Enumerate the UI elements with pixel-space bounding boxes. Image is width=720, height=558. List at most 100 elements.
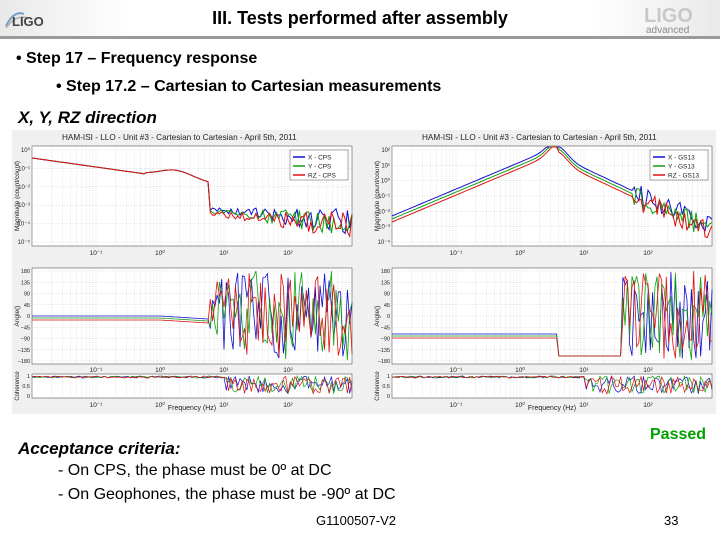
chart1-coh-tick-label: 0 bbox=[27, 394, 30, 400]
chart2-x-tick-label: 10² bbox=[643, 402, 653, 409]
chart1-mag-tick-label: 10⁻² bbox=[18, 185, 30, 191]
chart1-coherence-panel bbox=[31, 373, 353, 399]
chart1-ylabel-coherence: Coherence bbox=[15, 371, 21, 401]
chart1-legend-entry: Y - CPS bbox=[308, 164, 332, 171]
chart1-x-tick-label: 10² bbox=[283, 367, 293, 374]
advanced-ligo-logo-big: LIGO bbox=[644, 5, 693, 27]
chart2-phase-trace-3 bbox=[392, 271, 713, 359]
chart2-coherence-panel bbox=[391, 373, 713, 399]
chart1-x-tick-label: 10¹ bbox=[219, 250, 229, 257]
chart1-x-tick-label: 10⁰ bbox=[155, 249, 165, 257]
chart1-coherence-trace-2 bbox=[31, 374, 353, 395]
chart2-phase-tick-label: −135 bbox=[378, 348, 390, 354]
criteria-title: Acceptance criteria: bbox=[18, 439, 181, 458]
chart1-phase-trace-1 bbox=[32, 272, 353, 359]
chart2-ylabel-magnitude: Magnitude (count/count) bbox=[374, 161, 381, 231]
chart1-x-tick-label: 10² bbox=[283, 250, 293, 257]
chart2-magnitude-trace-3 bbox=[391, 146, 713, 239]
chart1-x-tick-label: 10⁻¹ bbox=[90, 250, 104, 257]
chart2-mag-tick-label: 10⁰ bbox=[381, 178, 391, 185]
chart1-phase-tick-label: −180 bbox=[18, 359, 30, 365]
chart1-coh-tick-label: 0.5 bbox=[22, 384, 30, 390]
chart2-x-tick-label: 10² bbox=[643, 250, 653, 257]
chart1-phase-tick-label: −45 bbox=[21, 325, 30, 331]
chart1-mag-tick-label: 10⁻³ bbox=[18, 203, 30, 209]
document-id: G1100507-V2 bbox=[316, 513, 396, 528]
chart1-x-tick-label: 10⁰ bbox=[155, 366, 165, 374]
chart1-phase-tick-label: −135 bbox=[18, 348, 30, 354]
chart2-x-tick-label: 10⁰ bbox=[515, 249, 525, 257]
chart2-phase-tick-label: 90 bbox=[384, 292, 390, 298]
chart1-mag-tick-label: 10⁻⁴ bbox=[18, 221, 31, 228]
chart2-phase-tick-label: 135 bbox=[381, 280, 390, 286]
chart1-coh-tick-label: 1 bbox=[27, 374, 30, 380]
chart2-mag-tick-label: 10⁻¹ bbox=[378, 194, 390, 200]
chart2-phase-tick-label: 45 bbox=[384, 303, 390, 309]
chart2-title: HAM-ISI - LLO - Unit #3 - Cartesian to C… bbox=[422, 133, 657, 142]
chart1-phase-tick-label: 0 bbox=[27, 314, 30, 320]
chart2-x-tick-label: 10⁰ bbox=[515, 366, 525, 374]
chart2-mag-tick-label: 10² bbox=[381, 148, 390, 154]
chart1-x-tick-label: 10² bbox=[283, 402, 293, 409]
chart1-phase-tick-label: −90 bbox=[21, 337, 30, 343]
advanced-ligo-logo: LIGO advanced bbox=[644, 5, 693, 36]
chart2-x-tick-label: 10¹ bbox=[579, 250, 589, 257]
chart1-phase-trace-2 bbox=[32, 270, 353, 361]
chart2-x-tick-label: 10⁰ bbox=[515, 401, 525, 409]
bullet-step-17-2: • Step 17.2 – Cartesian to Cartesian mea… bbox=[56, 78, 442, 95]
chart2-coh-tick-label: 0.5 bbox=[382, 384, 390, 390]
chart1-phase-tick-label: 90 bbox=[24, 292, 30, 298]
chart1-legend-entry: RZ - CPS bbox=[308, 173, 336, 180]
chart1-ylabel-phase: Angle() bbox=[14, 306, 21, 327]
chart1-phase-tick-label: 135 bbox=[21, 280, 30, 286]
chart2-x-tick-label: 10² bbox=[643, 367, 653, 374]
chart2-x-tick-label: 10⁻¹ bbox=[450, 250, 464, 257]
header-divider bbox=[0, 36, 720, 39]
page-number: 33 bbox=[664, 513, 679, 528]
chart2-coherence-trace-3 bbox=[391, 375, 713, 395]
chart1-x-tick-label: 10⁻¹ bbox=[90, 367, 104, 374]
chart1-magnitude-trace-3 bbox=[31, 157, 353, 238]
chart2-coh-tick-label: 1 bbox=[387, 374, 390, 380]
bullet-step-17: • Step 17 – Frequency response bbox=[16, 50, 258, 67]
criteria-line-geophones: - On Geophones, the phase must be -90º a… bbox=[58, 486, 396, 503]
chart1-title: HAM-ISI - LLO - Unit #3 - Cartesian to C… bbox=[62, 133, 297, 142]
chart1-x-tick-label: 10⁻¹ bbox=[90, 402, 104, 409]
chart2-legend-entry: RZ - GS13 bbox=[668, 173, 699, 180]
chart2-x-tick-label: 10⁻¹ bbox=[450, 367, 464, 374]
chart2-xlabel: Frequency (Hz) bbox=[528, 405, 576, 412]
chart2-x-tick-label: 10¹ bbox=[579, 367, 589, 374]
chart1-phase-trace-3 bbox=[32, 273, 353, 356]
chart2-legend-entry: Y - GS13 bbox=[668, 164, 695, 171]
chart2-phase-trace-2 bbox=[392, 272, 713, 360]
ligo-logo-left-text: LIGO bbox=[12, 14, 44, 29]
chart1-phase-tick-label: 180 bbox=[21, 269, 30, 275]
chart2-phase-tick-label: −180 bbox=[378, 359, 390, 365]
chart1-legend-entry: X - CPS bbox=[308, 155, 332, 162]
chart2-legend-entry: X - GS13 bbox=[668, 155, 695, 162]
chart2-phase-trace-1 bbox=[392, 271, 713, 359]
header-background bbox=[0, 0, 720, 38]
chart2-phase-tick-label: 180 bbox=[381, 269, 390, 275]
chart1-x-tick-label: 10⁰ bbox=[155, 401, 165, 409]
chart2-phase-tick-label: −45 bbox=[381, 325, 390, 331]
chart2-phase-tick-label: 0 bbox=[387, 314, 390, 320]
chart1-x-tick-label: 10¹ bbox=[219, 402, 229, 409]
chart2-mag-tick-label: 10¹ bbox=[381, 163, 390, 169]
frequency-response-figure: HAM-ISI - LLO - Unit #3 - Cartesian to C… bbox=[12, 130, 716, 414]
chart1-x-tick-label: 10¹ bbox=[219, 367, 229, 374]
passed-label: Passed bbox=[650, 426, 707, 443]
chart1-mag-tick-label: 10⁻⁵ bbox=[18, 239, 31, 246]
chart1-phase-tick-label: 45 bbox=[24, 303, 30, 309]
chart1-xlabel: Frequency (Hz) bbox=[168, 405, 216, 412]
chart2-ylabel-phase: Angle() bbox=[374, 306, 381, 327]
chart1-mag-tick-label: 10⁰ bbox=[21, 147, 31, 154]
advanced-ligo-logo-small: advanced bbox=[646, 25, 689, 36]
slide-title: III. Tests performed after assembly bbox=[212, 8, 508, 28]
chart2-mag-tick-label: 10⁻³ bbox=[378, 225, 390, 231]
chart1-mag-tick-label: 10⁻¹ bbox=[18, 166, 30, 172]
chart2-ylabel-coherence: Coherence bbox=[375, 371, 381, 401]
chart2-coh-tick-label: 0 bbox=[387, 394, 390, 400]
chart2-phase-tick-label: −90 bbox=[381, 337, 390, 343]
chart1-coherence-trace-3 bbox=[31, 375, 353, 395]
